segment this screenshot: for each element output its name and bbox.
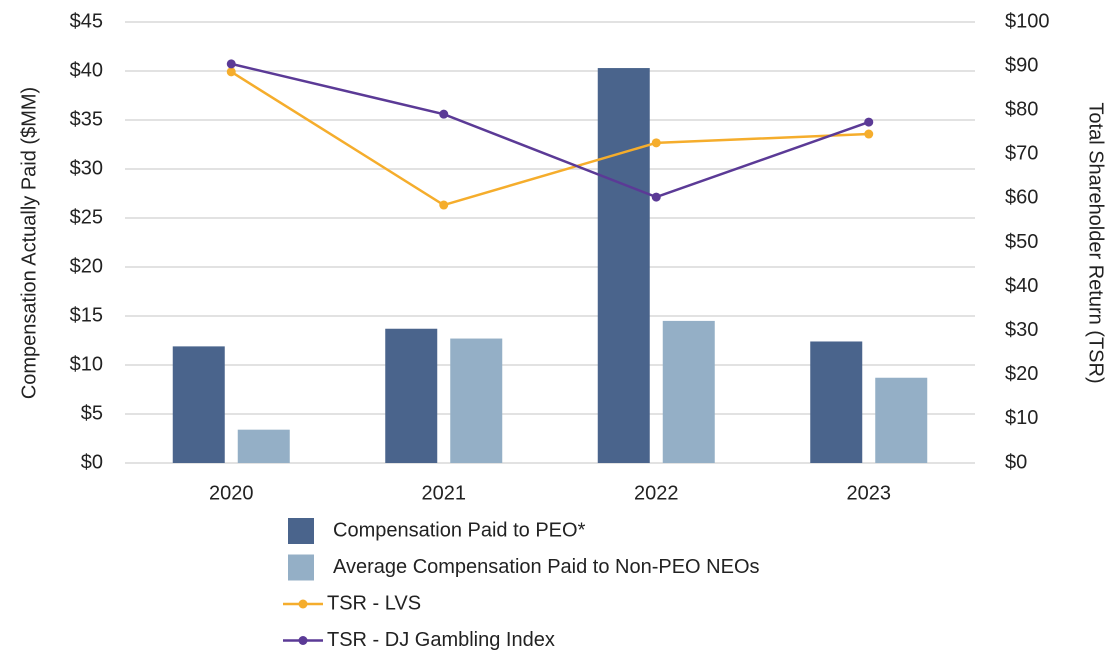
legend-swatch xyxy=(288,554,314,581)
y-tick-label: $40 xyxy=(70,59,103,81)
legend-label: Average Compensation Paid to Non-PEO NEO… xyxy=(333,556,760,578)
y2-tick-label: $20 xyxy=(1005,363,1038,385)
line xyxy=(230,70,869,207)
legend-label: TSR - DJ Gambling Index xyxy=(327,629,555,651)
line-point xyxy=(226,67,236,77)
legend-label: Compensation Paid to PEO* xyxy=(333,519,586,541)
y2-tick-label: $100 xyxy=(1005,10,1050,32)
x-tick-label: 2020 xyxy=(209,482,254,504)
bar xyxy=(237,429,290,463)
bar xyxy=(662,320,715,463)
y-tick-label: $5 xyxy=(81,402,103,424)
y2-axis-title: Total Shareholder Return (TSR) xyxy=(1085,102,1107,383)
x-tick-label: 2021 xyxy=(422,482,467,504)
y2-tick-label: $60 xyxy=(1005,187,1038,209)
y2-tick-label: $50 xyxy=(1005,231,1038,253)
y-tick-label: $10 xyxy=(70,353,103,375)
legend-marker xyxy=(298,636,308,645)
line-point xyxy=(864,129,874,139)
line-point xyxy=(864,117,874,127)
y2-tick-label: $80 xyxy=(1005,98,1038,120)
y2-tick-label: $70 xyxy=(1005,143,1038,165)
bar xyxy=(450,338,503,463)
line-point xyxy=(439,200,449,210)
y2-tick-label: $40 xyxy=(1005,275,1038,297)
y2-tick-label: $30 xyxy=(1005,319,1038,341)
y2-tick-label: $10 xyxy=(1005,407,1038,429)
y-axis-title: Compensation Actually Paid ($MM) xyxy=(18,87,40,399)
bar xyxy=(810,341,863,463)
line xyxy=(230,62,870,199)
x-tick-label: 2022 xyxy=(634,482,679,504)
y-tick-label: $30 xyxy=(70,157,103,179)
legend-label: TSR - LVS xyxy=(327,592,421,614)
y-tick-label: $20 xyxy=(70,255,103,277)
y2-tick-label: $0 xyxy=(1005,451,1027,473)
line-point xyxy=(651,192,661,202)
x-tick-label: 2023 xyxy=(847,482,892,504)
legend-marker xyxy=(298,599,308,609)
y-tick-label: $45 xyxy=(70,10,103,32)
y2-tick-label: $90 xyxy=(1005,54,1038,76)
y-tick-label: $0 xyxy=(81,451,103,473)
line-point xyxy=(226,59,236,69)
line-point xyxy=(439,109,449,119)
y-tick-label: $15 xyxy=(70,304,103,326)
bar xyxy=(875,377,928,463)
bar xyxy=(172,346,225,463)
bar xyxy=(385,328,438,463)
legend-swatch xyxy=(288,518,314,544)
bar xyxy=(597,68,650,463)
line-point xyxy=(651,138,661,148)
y-tick-label: $25 xyxy=(70,206,103,228)
y-tick-label: $35 xyxy=(70,108,103,130)
